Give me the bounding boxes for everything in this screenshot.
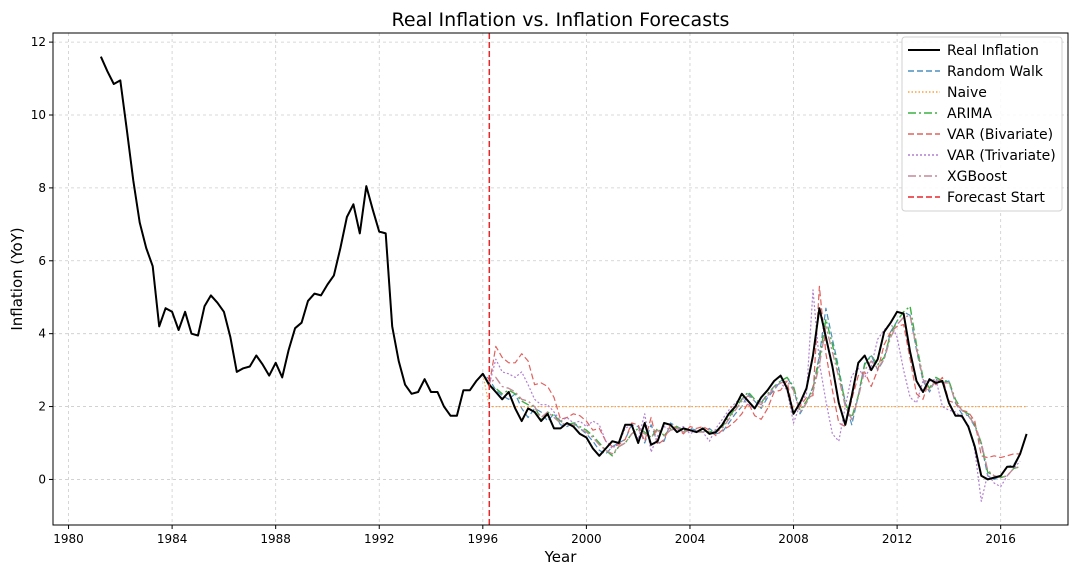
series-line-real-inflation [99, 56, 1028, 481]
x-tick-label: 1984 [157, 532, 188, 546]
legend-label: Naive [947, 85, 987, 101]
y-tick-label: 0 [38, 472, 46, 486]
x-tick-label: 2008 [778, 532, 809, 546]
x-tick-label: 2000 [571, 532, 602, 546]
x-axis-ticks: 1980 1984 1988 1992 1996 2000 2004 2008 2012 2016 [53, 525, 1016, 546]
y-tick-label: 12 [31, 35, 46, 49]
series-line-var-bivariate [100, 56, 1021, 459]
x-tick-label: 1996 [468, 532, 499, 546]
legend-label: VAR (Trivariate) [947, 148, 1056, 164]
legend-label: Real Inflation [947, 43, 1039, 59]
grid [53, 33, 1068, 525]
y-tick-label: 10 [31, 108, 46, 122]
x-tick-label: 1992 [364, 532, 395, 546]
y-axis-title: Inflation (YoY) [8, 227, 26, 330]
x-tick-label: 1988 [260, 532, 291, 546]
legend-label: Forecast Start [947, 190, 1045, 206]
y-axis-ticks: 0 2 4 6 8 10 12 [31, 35, 53, 486]
chart-title: Real Inflation vs. Inflation Forecasts [392, 9, 730, 31]
y-tick-label: 6 [38, 254, 46, 268]
y-tick-label: 2 [38, 400, 46, 414]
x-tick-label: 2012 [882, 532, 913, 546]
y-tick-label: 4 [38, 327, 46, 341]
legend-label: XGBoost [947, 169, 1007, 185]
series-lines [99, 56, 1028, 502]
legend-label: Random Walk [947, 64, 1044, 80]
series-line-var-trivariate [100, 56, 1021, 502]
legend-box [901, 36, 1063, 212]
x-tick-label: 2004 [675, 532, 706, 546]
series-line-naive [100, 56, 1027, 417]
x-tick-label: 1980 [53, 532, 84, 546]
legend: Real Inflation Random Walk Naive ARIMA VAR (… [901, 36, 1063, 212]
series-line-random-walk [100, 56, 1021, 480]
x-axis-title: Year [544, 548, 578, 566]
x-tick-label: 2016 [985, 532, 1016, 546]
y-tick-label: 8 [38, 181, 46, 195]
plot-frame [52, 32, 1069, 526]
legend-label: ARIMA [947, 106, 993, 122]
legend-label: VAR (Bivariate) [947, 127, 1053, 143]
series-line-arima [100, 56, 1021, 479]
series-line-xgboost [100, 56, 1021, 479]
